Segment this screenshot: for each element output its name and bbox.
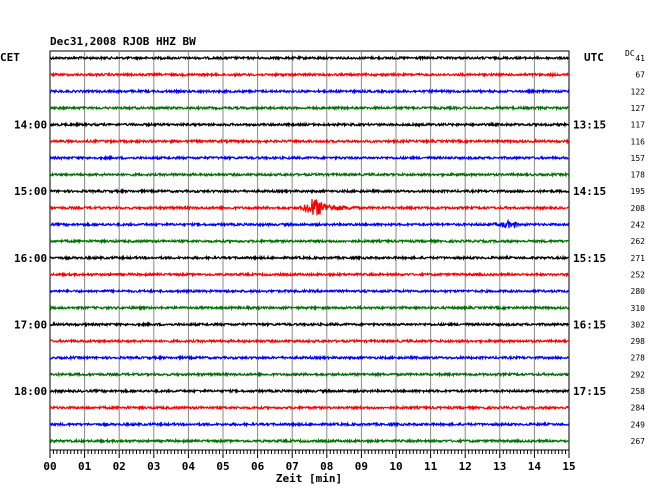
x-axis: 00 01 02 03 04 05 06 07 08 09 10 11 12 13 14 15 [43, 450, 576, 473]
x-tick-label: 07 [286, 460, 299, 473]
dc-value: 127 [631, 104, 646, 113]
x-tick-label: 03 [147, 460, 160, 473]
trace-23 [49, 437, 570, 445]
trace-11 [49, 237, 570, 245]
utc-label: UTC [584, 51, 604, 64]
dc-value: 278 [631, 354, 646, 363]
dc-value: 292 [631, 370, 646, 379]
x-tick-label: 06 [251, 460, 265, 473]
x-tick-label: 14 [528, 460, 542, 473]
trace-8 [49, 187, 570, 195]
x-tick-label: 02 [113, 460, 126, 473]
dc-value: 67 [635, 71, 645, 80]
right-hour-label: 15:15 [573, 252, 606, 265]
x-axis-label: Zeit [min] [276, 472, 342, 485]
trace-1 [49, 71, 570, 78]
trace-10 [49, 218, 570, 229]
right-hour-label: 14:15 [573, 185, 606, 198]
trace-19 [49, 371, 570, 378]
right-hour-label: 16:15 [573, 318, 606, 331]
dc-values: 41 67 122 127 117 116 157 178 195 208 242 262 271 252… [631, 54, 646, 446]
dc-value: 252 [631, 270, 646, 279]
right-hour-label: 13:15 [573, 119, 606, 132]
trace-2 [49, 87, 570, 95]
dc-value: 267 [631, 437, 646, 446]
x-tick-label: 05 [216, 460, 229, 473]
trace-20 [49, 387, 570, 395]
trace-14 [49, 287, 570, 295]
dc-value: 157 [631, 154, 646, 163]
dc-value: 116 [631, 137, 646, 146]
dc-value: 122 [631, 87, 646, 96]
trace-5 [49, 137, 570, 145]
traces [49, 54, 570, 445]
x-tick-label: 09 [355, 460, 368, 473]
trace-18 [49, 354, 570, 362]
trace-6 [49, 154, 570, 162]
x-tick-label: 15 [562, 460, 575, 473]
dc-label: DC [625, 49, 635, 58]
chart-title: Dec31,2008 RJOB HHZ BW [50, 35, 196, 48]
trace-15 [49, 304, 570, 312]
dc-value: 280 [631, 287, 646, 296]
dc-value: 262 [631, 237, 646, 246]
dc-value: 302 [631, 320, 646, 329]
dc-value: 178 [631, 171, 646, 180]
left-hour-label: 16:00 [14, 252, 47, 265]
left-hour-label: 17:00 [14, 318, 47, 331]
dc-value: 310 [631, 304, 646, 313]
trace-12 [49, 254, 570, 262]
trace-13 [49, 271, 570, 278]
x-tick-label: 04 [182, 460, 196, 473]
cet-label: CET [0, 51, 20, 64]
x-tick-label: 00 [43, 460, 56, 473]
x-tick-label: 12 [459, 460, 472, 473]
trace-16 [49, 321, 570, 328]
trace-0 [49, 54, 570, 62]
right-hour-label: 17:15 [573, 385, 606, 398]
trace-7 [49, 171, 570, 178]
trace-22 [49, 420, 570, 428]
dc-value: 298 [631, 337, 646, 346]
dc-value: 208 [631, 204, 646, 213]
hour-labels: 14:00 15:00 16:00 17:00 18:00 13:15 14:15 15:15… [14, 119, 606, 398]
dc-value: 195 [631, 187, 646, 196]
dc-value: 249 [631, 420, 646, 429]
dc-value: 271 [631, 254, 646, 263]
dc-value: 242 [631, 221, 646, 230]
x-tick-label: 10 [389, 460, 402, 473]
trace-3 [49, 104, 570, 112]
x-tick-label: 01 [78, 460, 92, 473]
grid-lines [49, 50, 570, 451]
trace-9 [49, 199, 570, 216]
dc-value: 284 [631, 404, 646, 413]
x-tick-label: 13 [493, 460, 506, 473]
dc-value: 41 [635, 54, 645, 63]
x-tick-label: 08 [320, 460, 333, 473]
dc-value: 117 [631, 121, 646, 130]
trace-17 [49, 337, 570, 345]
dc-value: 258 [631, 387, 646, 396]
trace-21 [49, 404, 570, 412]
left-hour-label: 15:00 [14, 185, 47, 198]
x-tick-label: 11 [424, 460, 438, 473]
left-hour-label: 14:00 [14, 119, 47, 132]
left-hour-label: 18:00 [14, 385, 47, 398]
trace-4 [49, 121, 570, 129]
